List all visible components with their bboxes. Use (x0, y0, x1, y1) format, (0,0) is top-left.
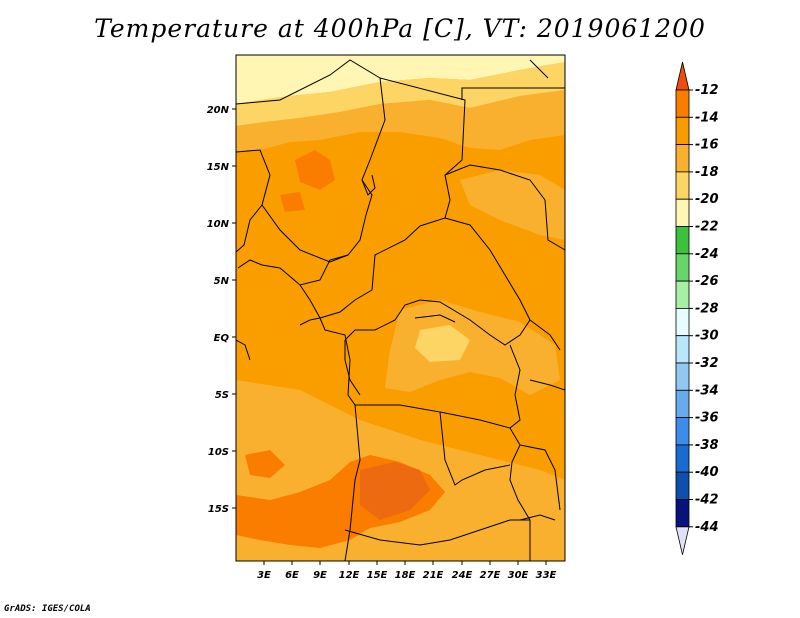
colorbar-swatch (675, 499, 690, 528)
lat-label: 20N (207, 105, 230, 116)
lon-label: 12E (339, 570, 360, 581)
lon-label: 3E (257, 570, 271, 581)
colorbar-label: -22 (695, 220, 719, 235)
colorbar-swatch (675, 89, 690, 118)
colorbar-label: -18 (695, 165, 719, 180)
field-band-14-nw (280, 192, 305, 212)
colorbar-swatch (675, 389, 690, 418)
lon-label: 33E (536, 570, 557, 581)
field-band-20 (236, 55, 565, 104)
colorbar-label: -26 (695, 274, 719, 289)
colorbar-swatch (675, 198, 690, 227)
lon-label: 15E (367, 570, 388, 581)
lon-label: 21E (423, 570, 444, 581)
colorbar-swatch (675, 471, 690, 500)
lat-label: 10N (207, 219, 230, 230)
colorbar-label: -28 (695, 301, 719, 316)
colorbar-label: -34 (695, 383, 719, 398)
colorbar-label: -12 (695, 83, 719, 98)
lon-label: 6E (285, 570, 299, 581)
colorbar-bottom-arrow (675, 526, 690, 555)
field-band-16-north (236, 90, 565, 152)
lat-label: 15N (207, 162, 230, 173)
field-band-14-west (245, 450, 285, 478)
colorbar-label: -14 (695, 110, 719, 125)
colorbar-top-arrow (675, 61, 690, 91)
colorbar: -12 -14 -16 -18 -20 -22 -24 -26 -28 -30 -32 -34 -36 -… (675, 61, 719, 555)
field-band-14-north (295, 150, 335, 190)
colorbar-swatch (675, 335, 690, 364)
colorbar-label: -32 (695, 356, 719, 371)
lon-label: 27E (480, 570, 501, 581)
lon-label: 9E (313, 570, 327, 581)
lon-label: 18E (395, 570, 416, 581)
field-band-18-center (415, 325, 470, 362)
colorbar-label: -42 (695, 493, 719, 508)
lat-label: 15S (208, 504, 229, 515)
lat-label: 5S (215, 390, 229, 401)
colorbar-swatch (675, 362, 690, 391)
map-title: Temperature at 400hPa [C], VT: 201906120… (94, 14, 706, 43)
colorbar-label: -36 (695, 411, 719, 426)
field-band-18 (236, 62, 565, 126)
temperature-field (236, 55, 565, 561)
colorbar-swatch (675, 307, 690, 337)
colorbar-label: -20 (695, 192, 719, 207)
latitude-axis: 20N 15N 10N 5N EQ 5S 10S 15S (207, 105, 236, 515)
colorbar-swatch (675, 280, 690, 309)
colorbar-swatch (675, 417, 690, 446)
colorbar-swatch (675, 171, 690, 200)
colorbar-label: -44 (695, 520, 719, 535)
field-band-12-south (360, 462, 430, 520)
colorbar-swatch (675, 253, 690, 282)
colorbar-label: -24 (695, 247, 719, 262)
colorbar-label: -30 (695, 329, 719, 344)
lat-label: 5N (214, 276, 230, 287)
lat-label: 10S (208, 447, 229, 458)
lat-label: EQ (214, 333, 230, 344)
lon-label: 30E (508, 570, 529, 581)
colorbar-label: -40 (695, 465, 719, 480)
longitude-axis: 3E 6E 9E 12E 15E 18E 21E 24E 27E 30E 33E (257, 561, 557, 581)
colorbar-swatch (675, 444, 690, 473)
colorbar-swatch (675, 144, 690, 173)
colorbar-swatch (675, 226, 690, 255)
colorbar-swatch (675, 116, 690, 146)
map-frame (235, 54, 566, 562)
colorbar-label: -38 (695, 438, 719, 453)
country-borders (236, 59, 565, 561)
field-band-16-east (460, 170, 565, 240)
credit-text: GrADS: IGES/COLA (4, 604, 91, 614)
colorbar-label: -16 (695, 138, 719, 153)
field-band-16-center (385, 300, 560, 395)
lon-label: 24E (452, 570, 473, 581)
